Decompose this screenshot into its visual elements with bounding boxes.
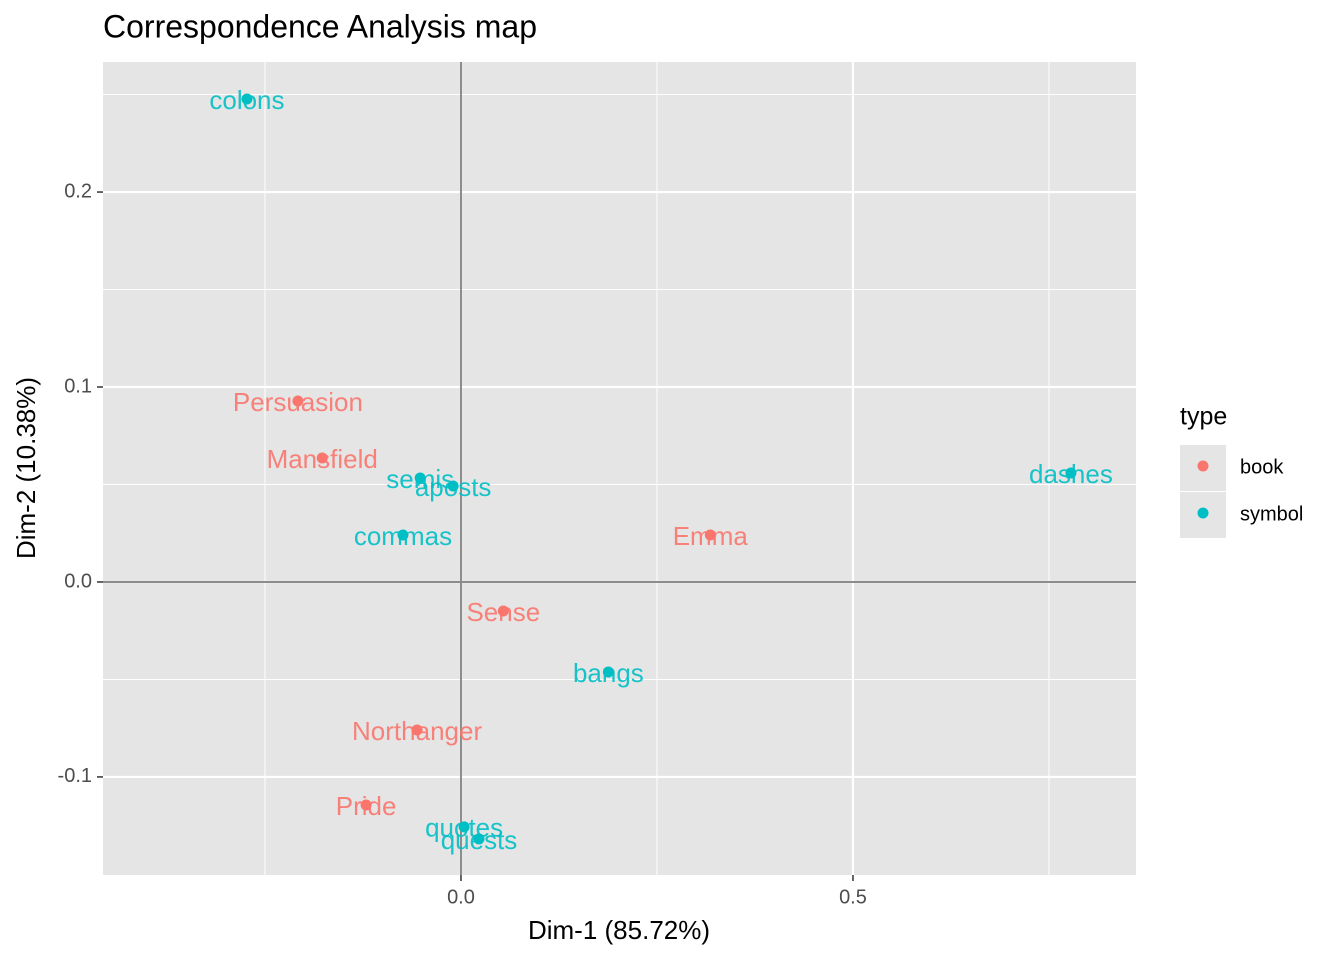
- point-label: Pride: [336, 791, 397, 821]
- grid: [103, 62, 1136, 875]
- y-tick-label: 0.2: [64, 180, 92, 202]
- x-tick-label: 0.5: [839, 886, 867, 908]
- point-label: Mansfield: [267, 444, 378, 474]
- point-label: commas: [354, 521, 452, 551]
- point-label: Northanger: [352, 716, 482, 746]
- point-label: quotes: [425, 813, 503, 843]
- point-label: Emma: [673, 521, 749, 551]
- point-label: dashes: [1029, 459, 1113, 489]
- y-tick-label: -0.1: [58, 765, 92, 787]
- x-axis-label: Dim-1 (85.72%): [528, 915, 710, 945]
- point-label: bangs: [573, 658, 644, 688]
- point: [473, 833, 485, 845]
- y-tick-label: 0.0: [64, 570, 92, 592]
- point-label: aposts: [415, 472, 492, 502]
- chart-title: Correspondence Analysis map: [103, 8, 537, 44]
- y-tick-label: 0.1: [64, 375, 92, 397]
- point: [497, 605, 509, 617]
- x-tick-label: 0.0: [447, 886, 475, 908]
- point: [360, 799, 372, 811]
- point: [316, 452, 328, 464]
- points: Persuasion Mansfield Emma Sense Northanger Pr…: [209, 85, 1112, 855]
- legend-key-point: [1197, 460, 1209, 472]
- point: [1065, 467, 1077, 479]
- legend-label: book: [1240, 456, 1284, 478]
- point-label: Sense: [466, 597, 540, 627]
- y-axis-label: Dim-2 (10.38%): [11, 377, 41, 559]
- point: [241, 93, 253, 105]
- point-label: semis: [386, 464, 454, 494]
- point: [447, 480, 459, 492]
- point: [411, 724, 423, 736]
- point: [414, 472, 426, 484]
- point: [458, 821, 470, 833]
- legend-key-point: [1197, 507, 1209, 519]
- point: [292, 395, 304, 407]
- panel-background: [103, 62, 1136, 875]
- point: [602, 666, 614, 678]
- point-label: Persuasion: [233, 387, 363, 417]
- point-label: quests: [441, 825, 518, 855]
- point-label: colons: [209, 85, 284, 115]
- legend-title: type: [1180, 403, 1227, 431]
- point: [704, 529, 716, 541]
- point: [397, 529, 409, 541]
- legend-label: symbol: [1240, 503, 1303, 525]
